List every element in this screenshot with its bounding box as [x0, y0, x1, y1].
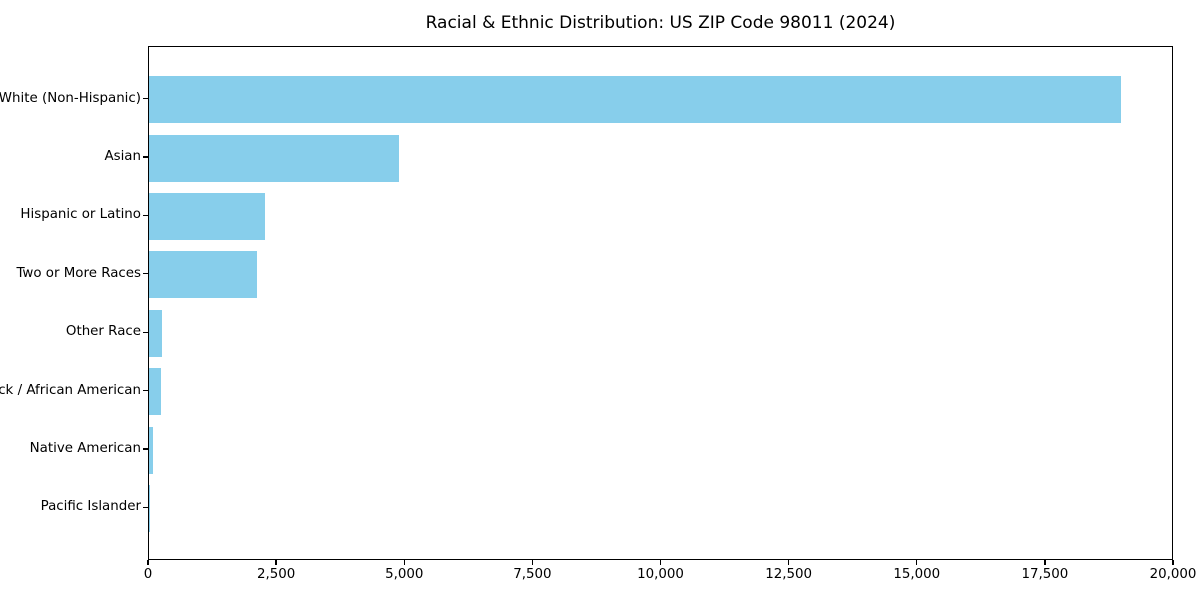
- x-tick-label: 12,500: [765, 567, 813, 582]
- x-tick-mark: [403, 560, 405, 565]
- bar-other-race: [149, 309, 163, 357]
- x-tick-label: 15,000: [893, 567, 941, 582]
- x-tick-label: 5,000: [385, 567, 424, 582]
- y-tick-mark: [143, 506, 148, 509]
- plot-area: [148, 46, 1173, 560]
- x-tick-label: 10,000: [637, 567, 684, 582]
- x-tick-mark: [787, 560, 790, 565]
- y-tick-mark: [143, 331, 148, 333]
- bar-hispanic-or-latino: [149, 192, 266, 240]
- x-tick-mark: [531, 560, 534, 565]
- x-tick-label: 7,500: [513, 567, 552, 582]
- chart-title: Racial & Ethnic Distribution: US ZIP Cod…: [425, 13, 896, 33]
- x-tick-label: 2,500: [256, 567, 296, 582]
- y-tick-mark: [143, 389, 148, 392]
- y-tick-label: Black / African American: [0, 382, 141, 398]
- y-tick-label: White (Non-Hispanic): [0, 90, 141, 106]
- bar-white-non-hispanic: [149, 76, 1121, 124]
- y-tick-mark: [143, 214, 148, 217]
- y-tick-label: Two or More Races: [16, 265, 141, 281]
- x-tick-mark: [275, 560, 277, 565]
- y-tick-label: Native American: [29, 441, 141, 456]
- x-tick-mark: [147, 560, 149, 565]
- x-tick-mark: [916, 560, 918, 565]
- bar-pacific-islander: [149, 484, 150, 532]
- x-tick-mark: [659, 560, 662, 565]
- bar-two-or-more-races: [149, 251, 258, 299]
- x-tick-label: 0: [143, 567, 153, 582]
- x-tick-mark: [1172, 560, 1174, 565]
- bar-black-african-american: [149, 368, 162, 416]
- y-tick-label: Hispanic or Latino: [20, 207, 141, 223]
- bar-native-american: [149, 426, 153, 474]
- y-tick-label: Other Race: [65, 324, 141, 340]
- x-tick-label: 17,500: [1021, 567, 1069, 582]
- x-tick-label: 20,000: [1149, 567, 1197, 582]
- x-tick-mark: [1044, 560, 1046, 565]
- y-tick-mark: [143, 448, 148, 450]
- y-tick-label: Pacific Islander: [40, 499, 141, 515]
- bar-asian: [149, 134, 400, 182]
- y-tick-label: Asian: [104, 149, 141, 164]
- y-tick-mark: [143, 97, 148, 100]
- y-tick-mark: [143, 273, 148, 275]
- y-tick-mark: [143, 156, 148, 158]
